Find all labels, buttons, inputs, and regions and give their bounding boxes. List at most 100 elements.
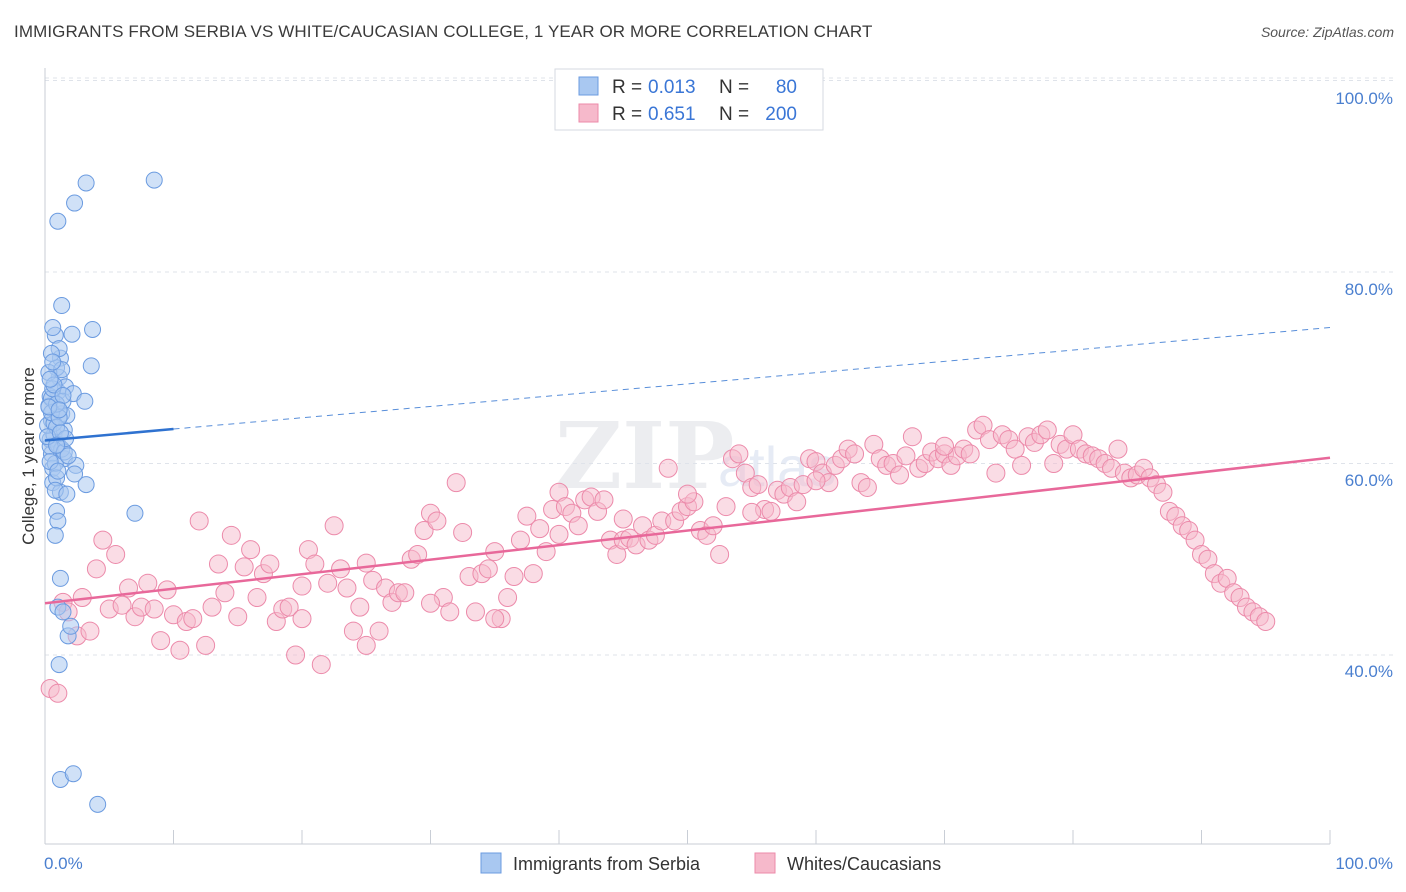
data-point-whites (716, 497, 736, 517)
data-point-whites (857, 477, 877, 497)
data-point-serbia (59, 447, 77, 465)
data-point-whites (395, 583, 415, 603)
data-point-whites (138, 573, 158, 593)
data-point-whites (787, 492, 807, 512)
y-tick-label: 80.0% (1345, 280, 1393, 299)
data-point-whites (241, 540, 261, 560)
data-point-serbia (54, 387, 72, 405)
data-point-whites (1044, 454, 1064, 473)
data-point-whites (986, 463, 1006, 483)
data-point-whites (234, 557, 254, 577)
data-point-whites (504, 566, 524, 586)
svg-text:200: 200 (765, 104, 797, 125)
data-point-whites (408, 544, 428, 564)
data-point-serbia (77, 476, 95, 494)
data-point-whites (86, 559, 106, 579)
bottom-legend-swatch-serbia (480, 852, 502, 874)
data-point-whites (292, 576, 312, 596)
data-point-whites (279, 597, 299, 617)
data-point-whites (890, 465, 910, 485)
legend-r-label: R = (612, 104, 642, 125)
data-point-whites (478, 559, 498, 579)
svg-text:R =: R = (612, 104, 642, 125)
data-point-whites (613, 509, 633, 529)
legend-r-label: R = (612, 77, 642, 98)
data-point-whites (421, 593, 440, 613)
legend-swatch-serbia (578, 76, 599, 96)
trend-line-whites (44, 456, 1331, 605)
data-point-serbia (46, 526, 64, 544)
bottom-legend-label-serbia: Immigrants from Serbia (513, 854, 701, 874)
data-point-whites (369, 621, 389, 641)
chart-source: Source: ZipAtlas.com (1260, 24, 1394, 40)
svg-text:0.651: 0.651 (648, 104, 696, 125)
data-point-whites (498, 588, 518, 608)
correlation-legend: R = 0.013 N = 80 R = 0.651 N = 200 (554, 68, 824, 131)
data-point-whites (806, 471, 826, 491)
data-point-serbia (62, 617, 80, 635)
data-point-whites (170, 640, 190, 660)
trend-lines (44, 327, 1331, 605)
data-point-whites (935, 436, 954, 456)
data-point-serbia (50, 656, 68, 674)
svg-text:N =: N = (719, 77, 749, 98)
serbia-points (39, 171, 163, 813)
bottom-legend-label-whites: Whites/Caucasians (787, 854, 941, 874)
data-point-whites (292, 609, 312, 629)
data-point-whites (260, 554, 280, 574)
data-point-whites (1037, 420, 1057, 440)
data-point-whites (453, 522, 473, 542)
data-point-serbia (54, 603, 72, 621)
data-point-whites (48, 683, 68, 703)
data-point-whites (356, 553, 376, 573)
data-point-whites (960, 444, 980, 464)
data-point-serbia (76, 392, 94, 410)
data-point-whites (202, 597, 222, 617)
data-point-whites (530, 519, 550, 539)
data-point-whites (215, 583, 235, 603)
data-point-whites (761, 501, 781, 521)
data-point-whites (440, 602, 460, 622)
data-point-whites (337, 578, 357, 598)
data-point-whites (427, 511, 447, 531)
data-point-whites (710, 544, 730, 564)
data-point-whites (144, 599, 164, 619)
data-point-whites (902, 427, 922, 447)
y-axis-tick-labels: 100.0% 80.0% 60.0% 40.0% (1335, 89, 1393, 681)
svg-text:80: 80 (776, 77, 797, 98)
data-point-whites (1005, 439, 1025, 459)
data-point-whites (446, 473, 466, 493)
data-point-whites (1012, 455, 1032, 475)
legend-n-label: N = (719, 104, 749, 125)
data-point-whites (414, 521, 434, 541)
data-point-whites (485, 609, 505, 629)
data-point-whites (350, 597, 370, 617)
data-point-serbia (53, 297, 71, 315)
x-tick-label-min: 0.0% (44, 854, 83, 873)
data-point-serbia (49, 462, 67, 480)
legend-n-value: 200 (765, 104, 797, 125)
data-point-serbia (82, 357, 100, 375)
data-point-serbia (63, 325, 81, 343)
legend-swatch-whites (578, 103, 599, 123)
bottom-legend-swatch-whites (754, 852, 776, 874)
data-point-whites (465, 602, 485, 622)
data-point-whites (1153, 482, 1173, 502)
data-point-whites (93, 530, 113, 550)
trend-line-serbia-extrapolated (173, 327, 1331, 430)
whites-caucasians-points (40, 415, 1276, 703)
data-point-whites (517, 506, 537, 526)
data-point-whites (208, 554, 228, 574)
data-point-whites (729, 444, 749, 464)
data-point-serbia (84, 320, 102, 338)
data-point-whites (523, 564, 543, 584)
legend-box (554, 68, 824, 131)
svg-text:N =: N = (719, 104, 749, 125)
data-point-whites (510, 530, 530, 550)
data-point-serbia (145, 171, 163, 189)
data-point-whites (324, 516, 344, 536)
data-point-whites (247, 588, 267, 608)
y-tick-label: 60.0% (1345, 471, 1393, 490)
x-axis-ticks (44, 830, 1331, 844)
data-point-whites (286, 645, 306, 665)
